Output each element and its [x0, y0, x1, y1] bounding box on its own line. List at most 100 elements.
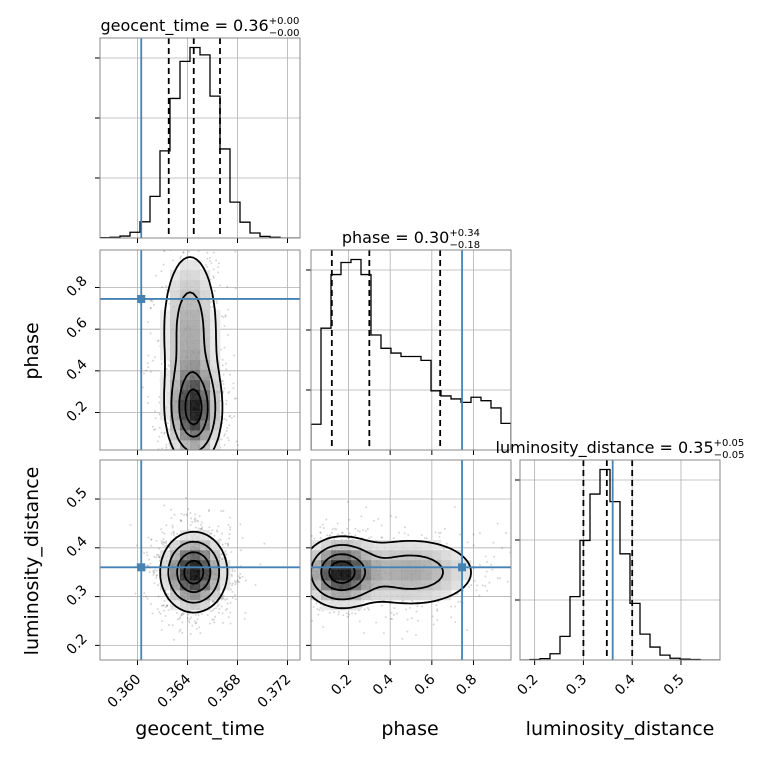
- scatter-point: [305, 597, 307, 599]
- density-cell: [170, 310, 181, 321]
- x-tick-label: 0.2: [514, 672, 541, 699]
- scatter-point: [365, 506, 368, 509]
- scatter-point: [193, 470, 195, 472]
- scatter-point: [211, 452, 213, 454]
- scatter-point: [181, 621, 184, 624]
- scatter-point: [149, 371, 152, 374]
- density-cell: [190, 440, 201, 450]
- density-cell: [451, 580, 462, 591]
- scatter-point: [158, 555, 161, 558]
- scatter-point: [220, 553, 223, 556]
- density-cell: [180, 330, 191, 341]
- scatter-point: [445, 542, 448, 545]
- scatter-point: [156, 440, 159, 443]
- scatter-point: [206, 457, 208, 459]
- scatter-point: [175, 470, 177, 472]
- scatter-point: [496, 522, 499, 525]
- density-cell: [170, 390, 181, 401]
- scatter-point: [223, 346, 226, 349]
- density-cell: [190, 340, 201, 351]
- scatter-point: [215, 484, 217, 486]
- density-cell: [200, 590, 211, 601]
- scatter-point: [308, 571, 310, 573]
- scatter-point: [175, 226, 177, 228]
- scatter-point: [187, 619, 190, 622]
- scatter-point: [229, 528, 232, 531]
- scatter-point: [475, 584, 478, 587]
- scatter-point: [436, 609, 439, 612]
- density-cell: [170, 270, 181, 281]
- scatter-point: [215, 302, 218, 305]
- scatter-point: [231, 575, 234, 578]
- scatter-point: [227, 543, 230, 546]
- scatter-point: [333, 527, 336, 530]
- scatter-point: [233, 580, 236, 583]
- scatter-point: [223, 324, 226, 327]
- scatter-point: [308, 553, 310, 555]
- scatter-point: [214, 615, 217, 618]
- scatter-point: [146, 401, 149, 404]
- scatter-point: [171, 524, 174, 527]
- scatter-point: [318, 609, 321, 612]
- density-cell: [411, 560, 422, 571]
- scatter-point: [234, 583, 237, 586]
- scatter-point: [303, 591, 305, 593]
- scatter-point: [167, 428, 170, 431]
- density-cell: [401, 560, 412, 571]
- scatter-point: [163, 541, 166, 544]
- density-cell: [391, 590, 402, 601]
- scatter-point: [194, 513, 197, 516]
- scatter-point: [160, 362, 163, 365]
- scatter-point: [266, 605, 268, 607]
- scatter-point: [222, 556, 225, 559]
- scatter-point: [178, 630, 181, 633]
- scatter-point: [410, 617, 413, 620]
- density-cell: [190, 530, 201, 541]
- scatter-point: [392, 537, 395, 540]
- scatter-point: [151, 300, 154, 303]
- density-cell: [190, 280, 201, 291]
- scatter-point: [221, 558, 224, 561]
- density-cell: [351, 560, 362, 571]
- density-cell: [381, 550, 392, 561]
- scatter-point: [227, 391, 230, 394]
- scatter-point: [196, 618, 199, 621]
- scatter-point: [146, 597, 149, 600]
- density-cell: [331, 560, 342, 571]
- scatter-point: [222, 383, 225, 386]
- scatter-point: [166, 604, 169, 607]
- density-cell: [361, 570, 372, 581]
- scatter-point: [176, 481, 178, 483]
- scatter-point: [200, 521, 203, 524]
- histogram-step: [520, 468, 720, 660]
- scatter-point: [179, 471, 181, 473]
- scatter-point: [341, 532, 344, 535]
- scatter-point: [180, 512, 183, 515]
- scatter-point: [575, 553, 577, 555]
- scatter-point: [179, 616, 182, 619]
- scatter-point: [360, 605, 363, 608]
- title-lower-error: −0.18: [449, 240, 480, 251]
- scatter-point: [289, 557, 291, 559]
- density-cell: [180, 390, 191, 401]
- scatter-point: [227, 308, 230, 311]
- scatter-point: [421, 605, 424, 608]
- scatter-point: [204, 481, 206, 483]
- panel-frame: [99, 249, 301, 451]
- scatter-point: [436, 619, 439, 622]
- scatter-point: [172, 243, 174, 245]
- scatter-point: [163, 250, 166, 253]
- scatter-point: [296, 581, 298, 583]
- scatter-point: [481, 584, 484, 587]
- scatter-point: [342, 614, 345, 617]
- scatter-point: [154, 428, 157, 431]
- scatter-point: [220, 315, 223, 318]
- scatter-point: [291, 574, 293, 576]
- scatter-point: [356, 529, 359, 532]
- density-cell: [190, 540, 201, 551]
- density-cell: [341, 590, 352, 601]
- scatter-point: [189, 450, 191, 452]
- scatter-point: [293, 577, 295, 579]
- scatter-point: [484, 575, 487, 578]
